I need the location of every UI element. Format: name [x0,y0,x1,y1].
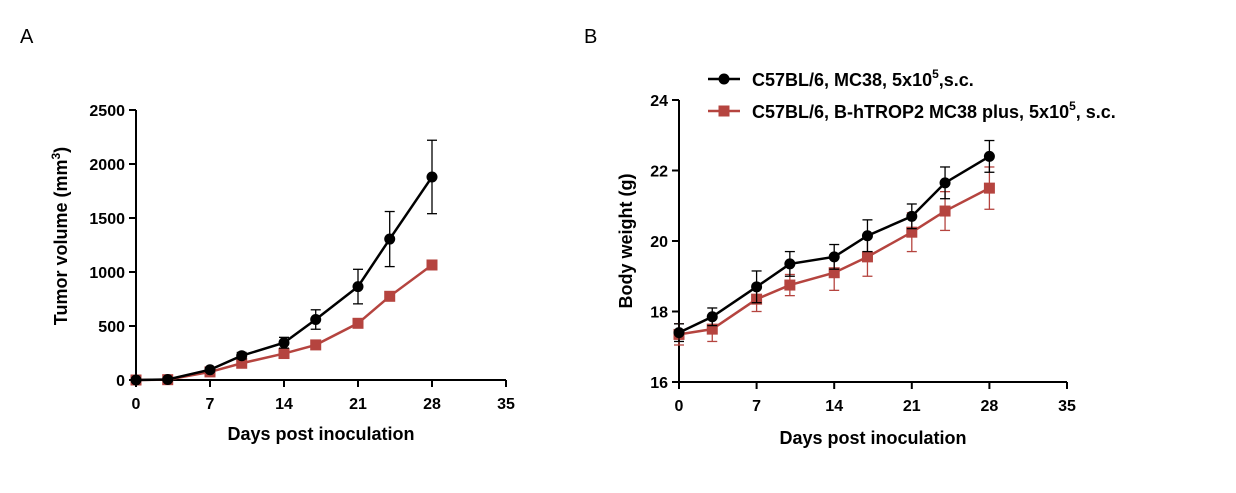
x-tick-label: 21 [349,396,367,413]
legend-label-htrop2-sup: 5 [1069,99,1076,113]
legend-label-mc38: C57BL/6, MC38, 5x105,s.c. [752,67,974,90]
data-point-htrop2 [983,182,995,194]
data-point-htrop2 [236,357,248,369]
y-axis-title-end: ) [51,147,71,153]
x-tick-label: 28 [423,396,441,413]
x-tick-label: 7 [206,396,215,413]
y-axis-title: Tumor volume (mm3) [49,147,71,325]
body-weight-series [673,139,995,346]
x-tick-label: 7 [752,398,761,415]
data-point-mc38 [939,177,951,189]
y-axis-title-main: Tumor volume (mm [51,160,71,326]
data-point-mc38 [751,281,763,293]
x-axis-title: Days post inoculation [779,428,966,448]
data-point-htrop2 [828,267,840,279]
data-point-mc38 [861,230,873,242]
y-tick-label: 20 [650,234,668,251]
x-tick-label: 35 [1058,398,1076,415]
legend-label-mc38-sup: 5 [932,67,939,81]
y-tick-label: 1500 [89,211,125,228]
data-point-mc38 [673,327,685,339]
legend: C57BL/6, MC38, 5x105,s.c. C57BL/6, B-hTR… [708,67,1116,122]
y-tick-label: 0 [116,373,125,390]
x-tick-label: 35 [497,396,515,413]
data-point-htrop2 [384,290,396,302]
data-point-mc38 [236,350,248,362]
panel-b-letter: B [584,26,597,48]
y-axis-title: Body weight (g) [616,174,636,309]
legend-marker-mc38 [718,73,730,85]
y-tick-label: 2500 [89,103,125,120]
data-point-mc38 [828,251,840,263]
data-point-mc38 [310,314,322,326]
y-tick-label: 24 [650,93,668,110]
x-tick-label: 0 [675,398,684,415]
legend-label-htrop2-main: C57BL/6, B-hTROP2 MC38 plus, 5x10 [752,102,1069,122]
y-tick-label: 16 [650,375,668,392]
data-point-htrop2 [861,251,873,263]
y-axis-title-superscript: 3 [49,153,63,160]
y-tick-label: 500 [98,319,125,336]
x-axis-title: Days post inoculation [227,424,414,444]
data-point-mc38 [784,258,796,270]
data-point-mc38 [706,311,718,323]
legend-label-htrop2: C57BL/6, B-hTROP2 MC38 plus, 5x105, s.c. [752,99,1116,122]
data-point-htrop2 [310,339,322,351]
x-tick-label: 14 [275,396,293,413]
legend-label-mc38-main: C57BL/6, MC38, 5x10 [752,70,932,90]
data-point-mc38 [278,337,290,349]
legend-item-mc38: C57BL/6, MC38, 5x105,s.c. [708,67,974,90]
legend-marker-htrop2 [718,105,730,117]
data-point-mc38 [130,374,142,386]
legend-item-htrop2: C57BL/6, B-hTROP2 MC38 plus, 5x105, s.c. [708,99,1116,122]
tumor-volume-series [130,139,438,386]
data-point-htrop2 [706,323,718,335]
series-line-htrop2 [135,263,433,382]
series-mc38 [130,139,438,386]
tumor-volume-chart: 0 500 1000 1500 2000 2500 0 7 14 21 28 35 Days post… [49,103,515,444]
body-weight-chart: 16 18 20 22 24 0 7 14 21 28 35 Days post inoculati… [616,67,1116,448]
panel-a-letter: A [20,26,34,48]
data-point-htrop2 [906,226,918,238]
data-point-mc38 [426,171,438,183]
legend-label-mc38-end: ,s.c. [939,70,974,90]
y-tick-label: 22 [650,164,668,181]
x-tick-label: 21 [903,398,921,415]
x-tick-label: 0 [132,396,141,413]
series-htrop2 [130,259,438,386]
data-point-htrop2 [939,205,951,217]
data-point-htrop2 [352,317,364,329]
x-tick-label: 14 [825,398,843,415]
data-point-htrop2 [426,259,438,271]
data-point-mc38 [352,281,364,293]
series-mc38 [673,139,995,343]
data-point-mc38 [384,233,396,245]
y-tick-label: 2000 [89,157,125,174]
data-point-mc38 [204,364,216,376]
x-tick-label: 28 [981,398,999,415]
data-point-mc38 [162,373,174,385]
data-point-mc38 [983,150,995,162]
y-tick-label: 18 [650,305,668,322]
legend-label-htrop2-end: , s.c. [1076,102,1116,122]
y-tick-label: 1000 [89,265,125,282]
data-point-htrop2 [784,279,796,291]
tumor-volume-axes: 0 500 1000 1500 2000 2500 0 7 14 21 28 35 [89,103,515,413]
data-point-htrop2 [278,348,290,360]
data-point-mc38 [906,210,918,222]
